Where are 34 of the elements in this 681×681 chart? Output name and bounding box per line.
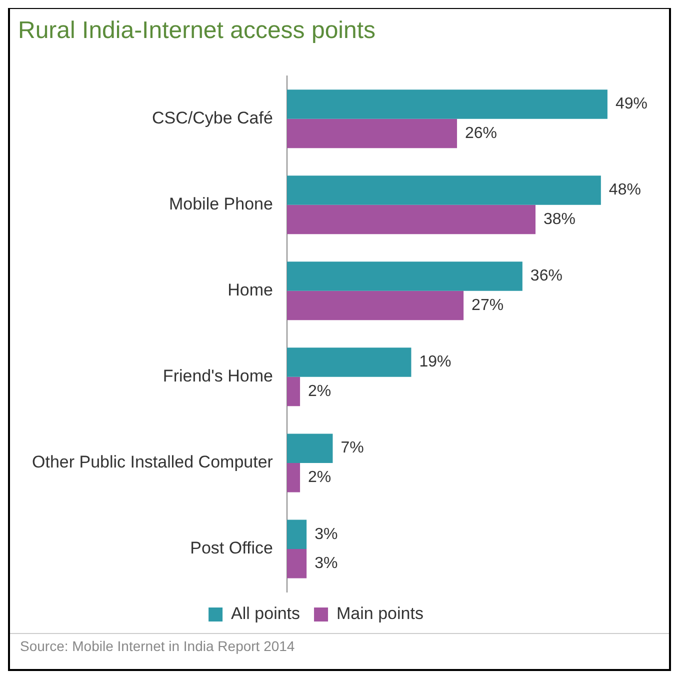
bar — [286, 262, 522, 291]
bar — [286, 434, 333, 463]
source-note: Source: Mobile Internet in India Report 2014 — [10, 633, 669, 658]
bar — [286, 548, 307, 578]
bar — [286, 376, 300, 406]
data-label: 3% — [314, 526, 338, 543]
bar — [286, 348, 412, 377]
data-label: 49% — [615, 96, 648, 113]
data-label: 38% — [544, 210, 576, 228]
bar — [286, 290, 464, 320]
data-label: 2% — [308, 382, 332, 400]
y-tick-label: CSC/Cybe Café — [152, 108, 273, 128]
bar — [286, 462, 300, 492]
bar — [286, 204, 536, 234]
data-label: 48% — [608, 182, 641, 199]
bar — [286, 176, 601, 205]
data-label: 2% — [308, 468, 332, 486]
y-tick-label: Mobile Phone — [168, 194, 273, 214]
legend-label: Main points — [336, 604, 424, 624]
bar — [286, 118, 458, 148]
y-tick-label: Post Office — [190, 538, 273, 558]
legend-label: All points — [231, 604, 300, 624]
data-label: 27% — [472, 296, 504, 314]
bar — [286, 520, 307, 549]
data-label: 36% — [530, 268, 562, 285]
y-tick-label: Home — [228, 280, 273, 300]
data-label: 7% — [340, 440, 364, 457]
y-tick-label: Friend's Home — [162, 366, 273, 386]
data-label: 19% — [419, 354, 452, 371]
chart-title: Rural India-Internet access points — [18, 17, 376, 44]
data-label: 26% — [465, 124, 498, 142]
bar — [286, 90, 608, 119]
y-tick-label: Other Public Installed Computer — [32, 452, 274, 472]
data-label: 3% — [314, 555, 338, 572]
